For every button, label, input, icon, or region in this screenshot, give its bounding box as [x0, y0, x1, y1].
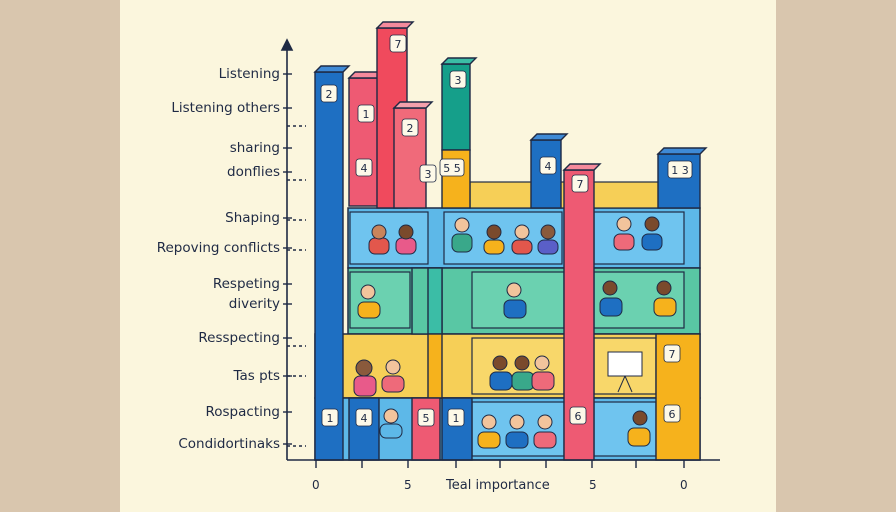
y-axis-label: Listening [218, 66, 280, 82]
person-icon [627, 410, 651, 447]
x-tick-label: 5 [404, 478, 412, 492]
bar-value-label: 1 [321, 408, 339, 427]
y-axis-label: Shaping [225, 210, 280, 226]
person-icon [641, 216, 663, 251]
y-axis-label: diverity [228, 296, 280, 312]
bar-value-label: 5 5 [439, 158, 465, 177]
scene-panel [349, 271, 411, 329]
bar-value-text: 4 [361, 162, 368, 175]
person-icon [503, 282, 527, 319]
y-axis-label: Rospacting [205, 404, 280, 420]
y-axis-label: sharing [229, 140, 280, 156]
y-axis-label: donflies [227, 164, 280, 180]
person-icon [533, 414, 557, 449]
bar-value-label: 2 [320, 84, 338, 103]
bar-value-text: 7 [669, 348, 676, 361]
person-icon [613, 216, 635, 251]
bar-bottom-1b [441, 397, 473, 461]
easel-icon [607, 351, 643, 393]
bar-value-label: 7 [389, 34, 407, 53]
bar-value-text: 1 3 [671, 164, 689, 177]
y-axis-label: Repoving conflicts [156, 240, 280, 256]
y-axis-label: Listening others [171, 100, 280, 116]
bar-value-label: 4 [539, 156, 557, 175]
bar-value-text: 7 [395, 38, 402, 51]
bar-blue [313, 65, 351, 461]
person-icon [353, 359, 377, 397]
y-axis-arrow-icon [280, 38, 294, 51]
bar-mid-teal [427, 267, 443, 335]
x-tick-label: 5 [589, 478, 597, 492]
bar-lower-orange [427, 333, 443, 399]
person-icon [537, 224, 559, 255]
y-axis-label: Respeting [212, 276, 280, 292]
person-icon [451, 217, 473, 253]
person-icon [477, 414, 501, 449]
bar-value-text: 1 [363, 108, 370, 121]
bar-value-text: 4 [361, 412, 368, 425]
person-icon [357, 284, 381, 319]
scene-panel [349, 211, 429, 265]
bar-value-label: 7 [663, 344, 681, 363]
bar-value-text: 6 [575, 410, 582, 423]
y-axis-label: Condidortinaks [178, 436, 280, 452]
bar-value-label: 6 [569, 406, 587, 425]
bar-value-text: 5 5 [443, 162, 461, 175]
bar-value-label: 1 [447, 408, 465, 427]
person-icon [511, 224, 533, 255]
bar-bottom-4 [348, 397, 380, 461]
bar-value-text: 3 [425, 168, 432, 181]
bar-value-text: 7 [577, 178, 584, 191]
bar-value-label: 6 [663, 404, 681, 423]
x-tick-label: 0 [680, 478, 688, 492]
person-icon [653, 280, 677, 317]
person-icon [531, 355, 555, 391]
person-icon [381, 359, 405, 393]
scene-panel [593, 211, 685, 265]
bar-value-label: 1 [357, 104, 375, 123]
person-icon [368, 224, 390, 255]
bar-value-text: 2 [407, 122, 414, 135]
x-axis-title: Teal importance [446, 478, 550, 493]
person-icon [379, 408, 403, 439]
bar-value-label: 4 [355, 158, 373, 177]
bar-value-label: 3 [419, 164, 437, 183]
bar-value-label: 2 [401, 118, 419, 137]
y-axis-label: Tas pts [233, 368, 280, 384]
bar-red-mid [392, 101, 434, 209]
bar-value-label: 1 3 [667, 160, 693, 179]
bar-value-text: 5 [423, 412, 430, 425]
bar-value-text: 1 [453, 412, 460, 425]
bar-bottom-5 [411, 397, 441, 461]
bar-value-text: 2 [326, 88, 333, 101]
person-icon [599, 280, 623, 317]
bar-value-text: 1 [327, 412, 334, 425]
person-icon [395, 224, 417, 255]
bar-value-label: 4 [355, 408, 373, 427]
bar-value-text: 6 [669, 408, 676, 421]
bar-value-label: 5 [417, 408, 435, 427]
y-axis-label: Resspecting [198, 330, 280, 346]
bar-value-text: 3 [455, 74, 462, 87]
bar-value-label: 7 [571, 174, 589, 193]
x-tick-label: 0 [312, 478, 320, 492]
person-icon [483, 224, 505, 255]
person-icon [505, 414, 529, 449]
bar-value-text: 4 [545, 160, 552, 173]
bar-value-label: 3 [449, 70, 467, 89]
